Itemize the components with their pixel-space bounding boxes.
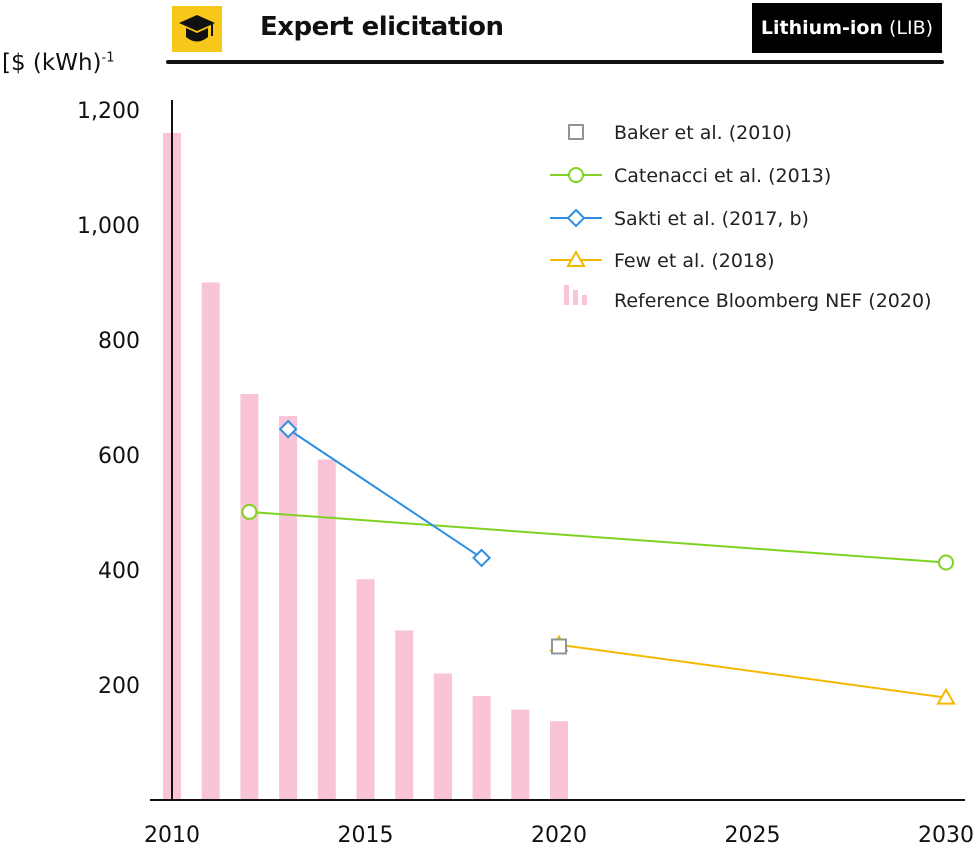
legend-marker-3 <box>566 249 586 267</box>
graduation-cap-icon <box>172 6 222 52</box>
data-point-1-2012 <box>241 503 258 520</box>
x-tick-label: 2030 <box>918 823 974 848</box>
legend-label-0: Baker et al. (2010) <box>614 122 792 144</box>
series-line-2 <box>287 428 483 559</box>
legend-label-bars: Reference Bloomberg NEF (2020) <box>614 290 931 312</box>
badge-bold: Lithium-ion <box>760 17 883 39</box>
y-tick-label: 1,000 <box>77 214 140 239</box>
x-tick-label: 2010 <box>144 823 200 848</box>
legend-marker-0 <box>568 124 584 140</box>
legend-bar-icon <box>573 290 578 305</box>
bar-2018 <box>472 695 491 800</box>
series-line-1 <box>249 510 947 564</box>
bar-2012 <box>240 394 259 800</box>
data-point-1-2030 <box>938 554 954 571</box>
legend-label-2: Sakti et al. (2017, b) <box>614 208 809 230</box>
data-point-3-2030 <box>936 687 956 705</box>
bar-2011 <box>201 282 220 800</box>
legend-bar-icon <box>564 285 569 305</box>
badge-rest: (LIB) <box>882 17 934 39</box>
header-divider <box>166 60 944 64</box>
y-tick-label: 200 <box>98 674 140 699</box>
y-tick-label: 1,200 <box>77 99 140 124</box>
y-axis-label-main: [$ (kWh) <box>2 50 102 76</box>
legend-label-3: Few et al. (2018) <box>614 250 775 272</box>
bar-2015 <box>356 579 375 800</box>
chart-header-title: Expert elicitation <box>260 12 504 42</box>
data-point-0-2020 <box>551 638 567 655</box>
bar-2019 <box>511 709 530 800</box>
legend-label-1: Catenacci et al. (2013) <box>614 165 831 187</box>
bar-2020 <box>550 721 568 800</box>
y-tick-label: 400 <box>98 559 140 584</box>
y-axis-label-sup: -1 <box>101 50 115 66</box>
series-line-3 <box>558 643 947 699</box>
legend-marker-1 <box>568 167 584 183</box>
data-point-2-2018 <box>472 548 492 568</box>
x-tick-label: 2020 <box>531 823 587 848</box>
y-tick-label: 800 <box>98 329 140 354</box>
x-tick-label: 2015 <box>338 823 394 848</box>
bar-2013 <box>279 415 298 800</box>
y-tick-label: 600 <box>98 444 140 469</box>
legend-bar-icon <box>582 295 587 305</box>
bar-2014 <box>317 459 336 800</box>
bar-2016 <box>395 630 414 800</box>
data-point-2-2013 <box>278 419 298 439</box>
y-axis-label: [$ (kWh)-1 <box>2 50 114 76</box>
legend-marker-2 <box>566 208 586 228</box>
x-tick-label: 2025 <box>725 823 781 848</box>
technology-badge: Lithium-ion (LIB) <box>752 3 942 53</box>
bar-2017 <box>433 673 452 800</box>
